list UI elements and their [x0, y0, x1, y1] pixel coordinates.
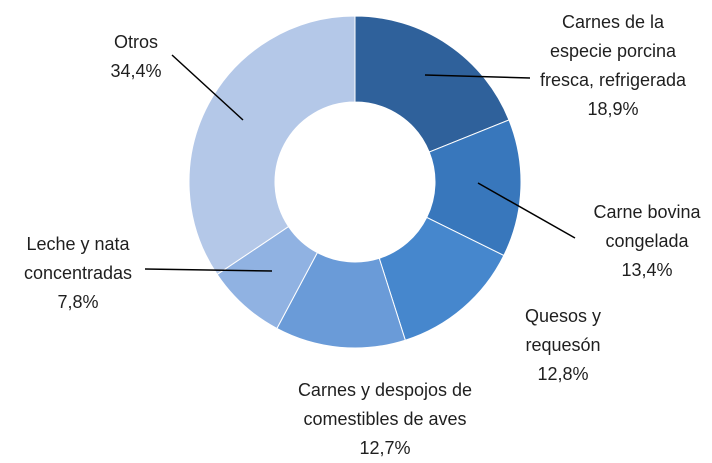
category-name: Carnes de la especie porcina fresca, ref…	[539, 12, 687, 90]
value-label: 18,9%	[587, 99, 639, 119]
slice-label: Carnes y despojos de comestibles de aves…	[283, 376, 488, 463]
category-name: Quesos y requesón	[524, 306, 602, 355]
value-label: 34,4%	[110, 61, 162, 81]
slice-label: Quesos y requesón 12,8%	[516, 302, 611, 389]
category-name: Carne bovina congelada	[593, 202, 701, 251]
category-name: Otros	[113, 32, 158, 52]
slice-label: Carnes de la especie porcina fresca, ref…	[538, 8, 688, 124]
slice-label: Carne bovina congelada 13,4%	[585, 198, 710, 285]
category-name: Leche y nata concentradas	[23, 234, 133, 283]
slice-label: Otros 34,4%	[101, 28, 171, 86]
donut-slice	[188, 15, 356, 276]
value-label: 12,8%	[537, 364, 589, 384]
leader-line	[171, 54, 244, 121]
value-label: 12,7%	[359, 438, 411, 458]
leader-line	[424, 74, 531, 79]
leader-line	[477, 182, 576, 239]
value-label: 7,8%	[57, 292, 99, 312]
value-label: 13,4%	[621, 260, 673, 280]
category-name: Carnes y despojos de comestibles de aves	[297, 380, 473, 429]
donut-slice	[354, 15, 510, 153]
slice-label: Leche y nata concentradas 7,8%	[13, 230, 143, 317]
leader-line	[144, 268, 273, 272]
